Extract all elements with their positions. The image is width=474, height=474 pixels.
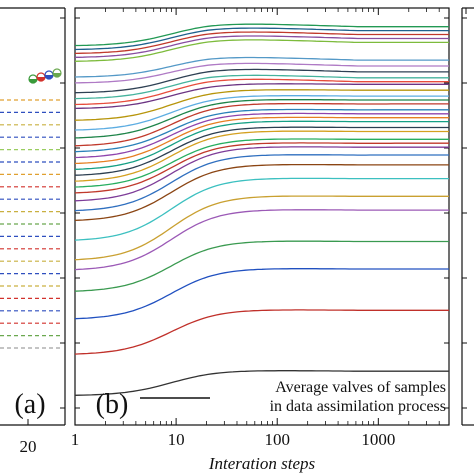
panel-b-frame xyxy=(74,7,450,426)
panel-b-series-lines xyxy=(74,23,449,396)
x-tick-label: 10 xyxy=(168,430,185,449)
marker-fill-0 xyxy=(29,79,37,83)
series-line-21 xyxy=(74,89,449,121)
series-line-18 xyxy=(74,102,449,147)
series-line-10 xyxy=(74,142,449,194)
series-line-16 xyxy=(74,112,449,159)
series-line-6 xyxy=(74,177,449,241)
series-line-30 xyxy=(74,31,449,55)
series-line-26 xyxy=(74,62,449,84)
series-line-0 xyxy=(74,370,449,396)
marker-fill-1 xyxy=(37,77,45,81)
panel-a-xtick-label: 20 xyxy=(20,437,37,456)
panel-a: 20 (a) xyxy=(0,7,66,456)
series-line-19 xyxy=(74,99,449,139)
series-line-31 xyxy=(74,27,449,51)
series-line-15 xyxy=(74,116,449,165)
series-line-9 xyxy=(74,146,449,202)
series-line-4 xyxy=(74,209,449,271)
panel-a-markers xyxy=(28,68,62,84)
series-line-2 xyxy=(74,268,449,320)
panel-b-xticks: 1 10 100 1000 xyxy=(71,8,450,449)
series-line-24 xyxy=(74,74,449,100)
panel-c-edge xyxy=(461,7,474,426)
series-line-25 xyxy=(74,68,449,94)
series-line-13 xyxy=(74,126,449,176)
x-tick-label: 1000 xyxy=(361,430,395,449)
series-line-27 xyxy=(74,56,449,78)
series-line-20 xyxy=(74,95,449,131)
panel-c-ticks xyxy=(462,8,467,409)
x-tick-label: 100 xyxy=(264,430,290,449)
series-line-5 xyxy=(74,195,449,261)
series-line-23 xyxy=(74,78,449,106)
series-line-1 xyxy=(74,309,449,355)
panel-b: 1 10 100 1000 (b) Average valves of samples… xyxy=(71,7,450,473)
series-line-7 xyxy=(74,163,449,222)
series-line-14 xyxy=(74,120,449,170)
series-line-22 xyxy=(74,83,449,110)
series-line-3 xyxy=(74,240,449,292)
series-line-32 xyxy=(75,23,449,47)
series-line-28 xyxy=(74,39,449,62)
legend-text-line-2: in data assimilation process xyxy=(270,398,446,415)
series-line-8 xyxy=(74,154,449,212)
x-tick-label: 1 xyxy=(71,430,80,449)
series-line-17 xyxy=(74,108,449,153)
panel-b-label: (b) xyxy=(96,389,129,420)
marker-fill-3 xyxy=(53,73,61,77)
panel-a-dashed-levels xyxy=(0,99,62,349)
panel-a-right-ticks xyxy=(60,17,65,409)
panel-b-yticks xyxy=(75,17,449,409)
panel-a-label: (a) xyxy=(14,389,45,420)
series-line-11 xyxy=(74,138,449,188)
x-axis-label: Interation steps xyxy=(208,454,316,473)
marker-fill-2 xyxy=(45,75,53,79)
series-line-29 xyxy=(75,35,449,58)
series-line-12 xyxy=(74,130,449,182)
legend-text-line-1: Average valves of samples xyxy=(275,379,446,396)
